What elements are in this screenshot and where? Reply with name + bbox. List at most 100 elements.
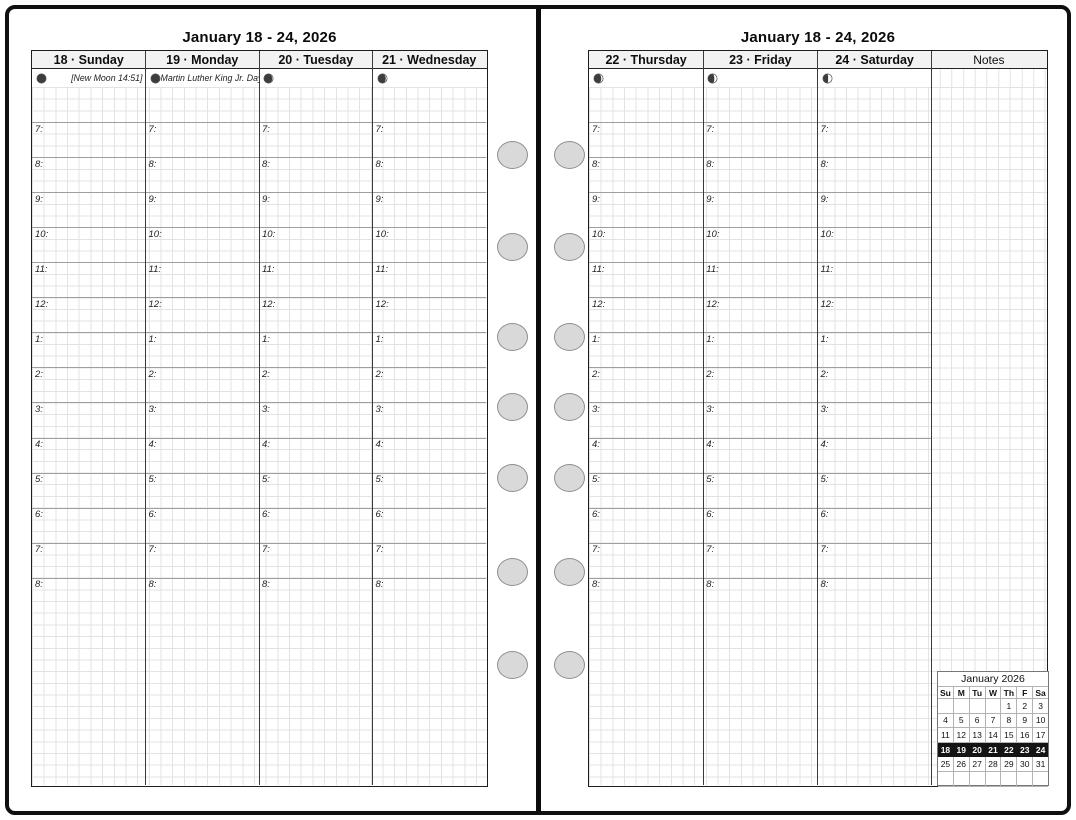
hour-line (589, 472, 932, 474)
time-label: 1: (148, 333, 157, 345)
time-label: 7: (148, 544, 157, 556)
time-label: 5: (375, 474, 384, 486)
mini-calendar-day: 29 (1001, 757, 1018, 772)
time-label: 9: (706, 193, 715, 205)
time-label: 8: (706, 579, 715, 591)
mini-calendar-day: 28 (985, 757, 1002, 772)
time-label: 7: (820, 544, 829, 556)
time-label: 10: (375, 228, 389, 240)
time-label: 7: (375, 123, 384, 135)
time-label: 12: (706, 298, 720, 310)
day-header: 22 · Thursday (605, 52, 687, 67)
mini-calendar-day: 3 (1033, 699, 1049, 714)
mini-calendar-day: 5 (953, 713, 970, 729)
hour-line (589, 507, 932, 509)
column-divider (145, 51, 147, 785)
time-label: 5: (35, 474, 43, 486)
time-label: 9: (262, 193, 270, 205)
time-label: 8: (262, 158, 270, 170)
mini-calendar-day-selected: 21 (985, 742, 1002, 758)
time-label: 12: (375, 298, 389, 310)
binder-hole (553, 393, 585, 421)
hour-line (589, 192, 932, 194)
time-label: 6: (592, 509, 600, 521)
mini-calendar-day-selected: 20 (969, 742, 986, 758)
time-label: 1: (706, 333, 715, 345)
hour-line (589, 577, 932, 579)
left-page: 18 · Sunday 19 · Monday 20 · Tuesday 21 · W… (31, 50, 488, 787)
time-label: 8: (148, 579, 157, 591)
time-label: 8: (148, 158, 157, 170)
time-label: 6: (35, 509, 43, 521)
time-label: 2: (35, 368, 43, 380)
day-header: 20 · Tuesday (278, 52, 354, 67)
moon-phase-cell (817, 69, 932, 87)
time-label: 1: (35, 333, 43, 345)
mini-calendar-day: 2 (1017, 699, 1034, 714)
time-label: 11: (375, 263, 389, 275)
moon-phase-cell (259, 69, 373, 87)
mini-calendar-day: 14 (985, 728, 1002, 743)
time-label: 11: (262, 263, 275, 275)
mini-calendar-day: 26 (953, 757, 970, 772)
time-label: 4: (706, 439, 715, 450)
time-label: 4: (35, 439, 43, 450)
binder-hole (553, 233, 585, 261)
time-label: 7: (262, 544, 270, 556)
binder-hole (553, 141, 585, 169)
right-page-title: January 18 - 24, 2026 (740, 29, 896, 46)
time-label: 8: (262, 579, 270, 591)
time-label: 10: (706, 228, 720, 240)
time-label: 1: (592, 333, 600, 345)
column-divider (702, 51, 704, 785)
hour-line (589, 542, 932, 544)
waxing-crescent-icon (263, 73, 274, 84)
time-label: 1: (262, 333, 270, 345)
time-label: 12: (262, 298, 276, 310)
mini-calendar-day-selected: 19 (953, 742, 970, 758)
binder-hole (496, 464, 528, 492)
time-label: 8: (592, 158, 600, 170)
time-label: 11: (592, 263, 605, 275)
time-label: 5: (820, 474, 829, 486)
mini-calendar-weekday: Th (1001, 686, 1018, 699)
notes-top-grid (931, 69, 1046, 87)
time-label: 2: (262, 368, 270, 380)
time-label: 6: (375, 509, 384, 521)
hour-line (589, 227, 932, 229)
mini-calendar-day (969, 699, 986, 714)
binder-hole (496, 651, 528, 679)
mini-calendar-week-row: 4 5 6 7 8 9 10 (938, 713, 1049, 729)
column-divider (258, 51, 260, 785)
time-label: 3: (592, 403, 600, 415)
time-label: 6: (262, 509, 270, 521)
time-label: 12: (35, 298, 49, 310)
time-label: 7: (375, 544, 384, 556)
mini-calendar-title: January 2026 (961, 673, 1025, 685)
hour-line (589, 332, 932, 334)
spine-divider (536, 9, 541, 811)
notes-header: Notes (973, 52, 1005, 67)
time-label: 10: (820, 228, 834, 240)
mini-calendar-day: 4 (938, 713, 954, 729)
mini-calendar: January 2026 Su M Tu W Th F Sa 1 2 3 4 5 6 7 8 9 10 11 12 13… (937, 671, 1049, 787)
time-label: 8: (35, 158, 43, 170)
day-header: 19 · Monday (166, 52, 239, 67)
time-label: 9: (592, 193, 600, 205)
mini-calendar-day: 1 (1001, 699, 1018, 714)
binder-cover-frame (5, 5, 1071, 815)
hour-line (589, 297, 932, 299)
time-label: 6: (148, 509, 157, 521)
mini-calendar-weekday: Tu (969, 686, 986, 699)
time-label: 8: (706, 158, 715, 170)
time-label: 2: (375, 368, 384, 380)
waxing-crescent-icon (593, 73, 604, 84)
time-label: 3: (35, 403, 43, 415)
mini-calendar-day (985, 699, 1002, 714)
mini-calendar-day-selected: 24 (1033, 742, 1049, 758)
mini-calendar-day: 11 (938, 728, 954, 743)
mini-calendar-day: 8 (1001, 713, 1018, 729)
time-label: 4: (148, 439, 157, 450)
binder-hole (553, 651, 585, 679)
